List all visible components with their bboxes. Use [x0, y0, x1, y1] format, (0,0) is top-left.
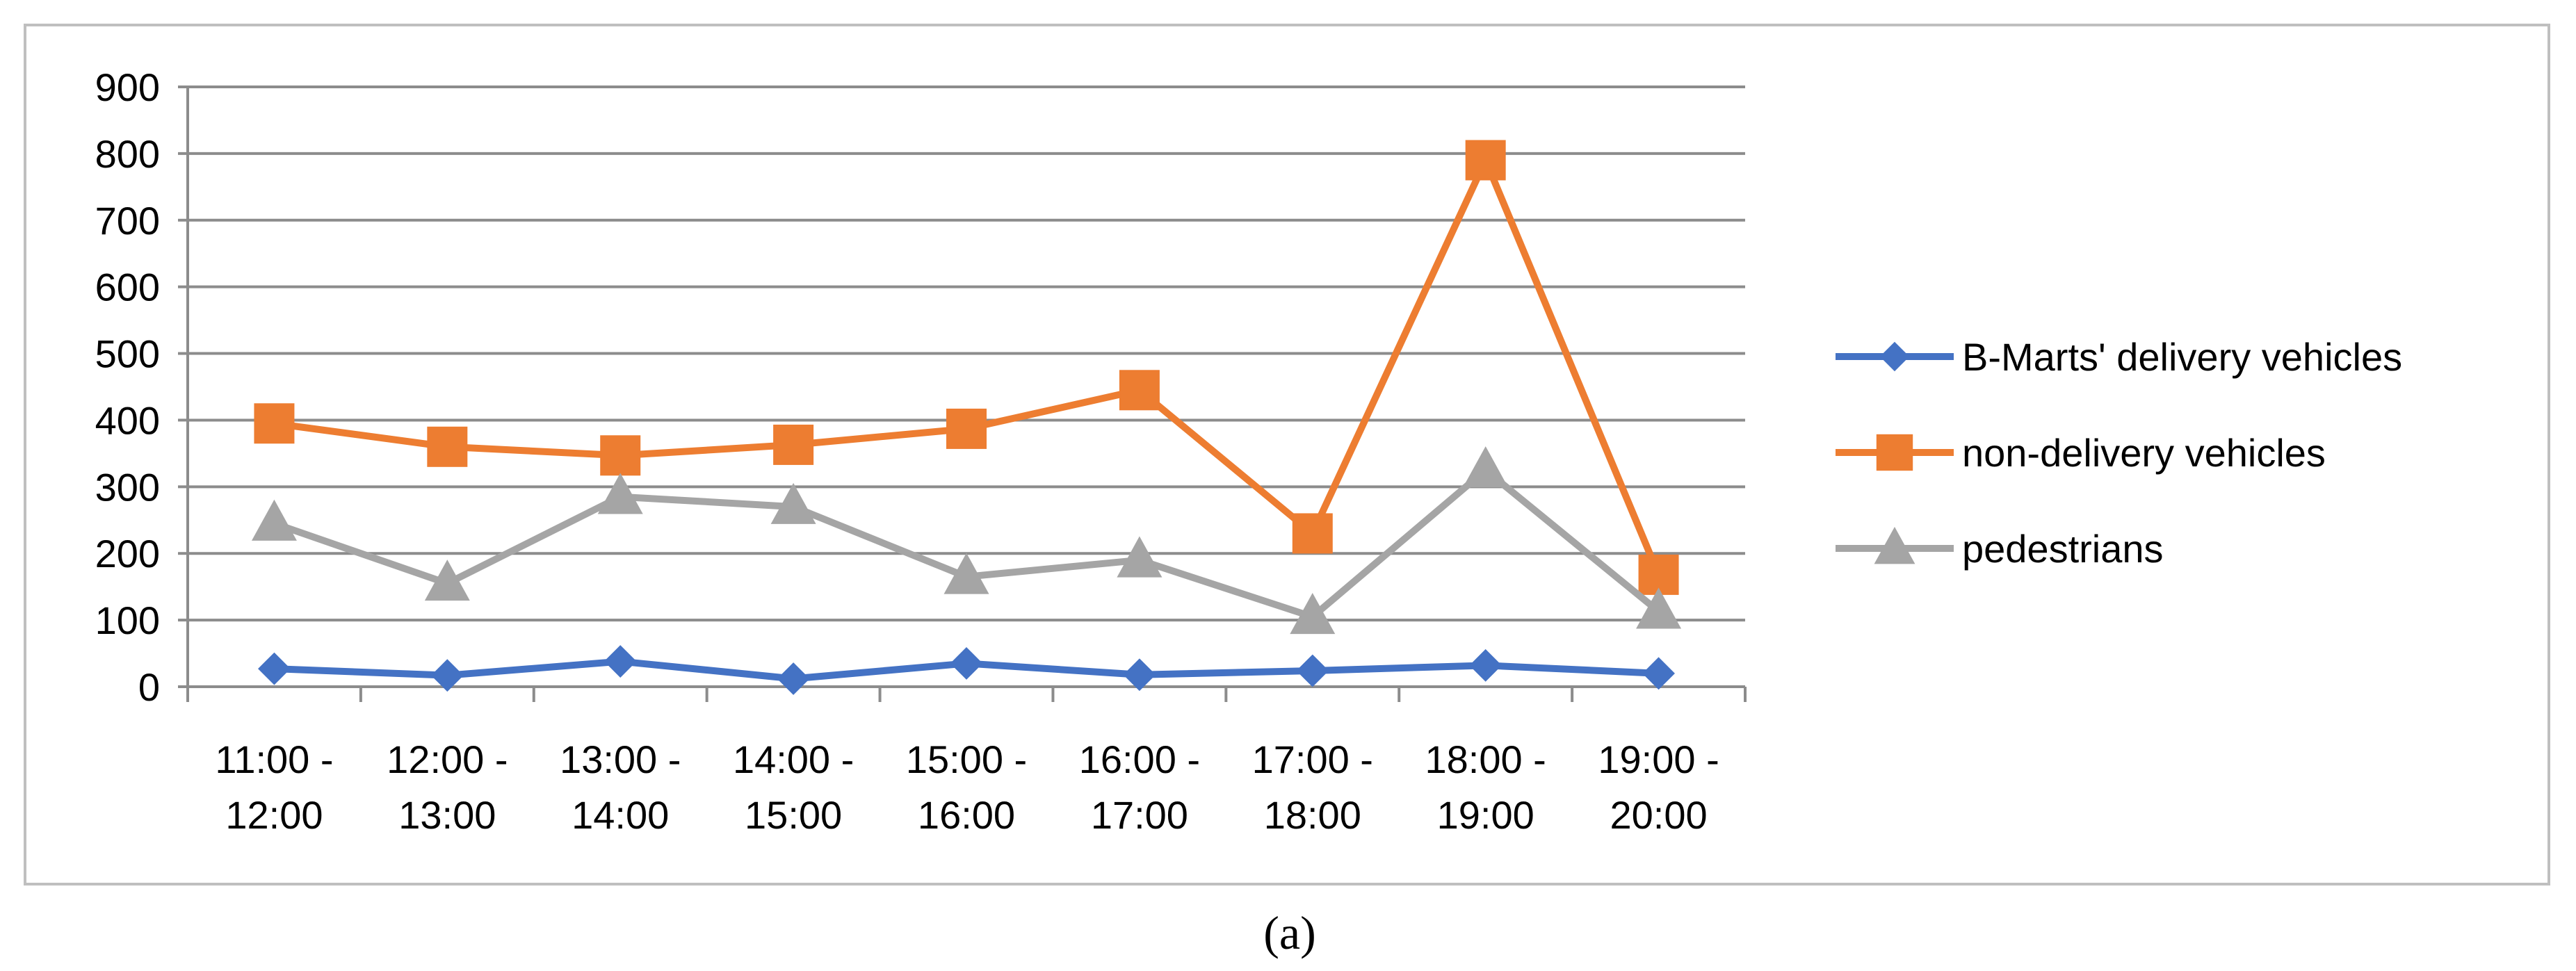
x-tick-label: 13:00: [398, 793, 496, 837]
y-tick-label: 900: [95, 65, 160, 109]
data-point-triangle: [943, 553, 989, 594]
x-tick-label: 16:00 -: [1079, 737, 1200, 781]
legend: B-Marts' delivery vehicles non-delivery v…: [1836, 335, 2402, 571]
data-point-square: [600, 435, 641, 476]
x-tick-label: 14:00 -: [733, 737, 854, 781]
y-tick-label: 200: [95, 532, 160, 576]
legend-item: B-Marts' delivery vehicles: [1836, 335, 2402, 379]
data-point-square: [946, 408, 987, 449]
x-tick-label: 15:00 -: [906, 737, 1027, 781]
y-tick-label: 600: [95, 266, 160, 309]
data-point-diamond: [1642, 657, 1675, 690]
x-tick-label: 18:00: [1264, 793, 1361, 837]
series-0: [258, 645, 1675, 695]
data-point-square: [1465, 140, 1506, 181]
data-point-triangle: [1290, 593, 1336, 635]
data-point-diamond: [604, 645, 637, 678]
data-point-triangle: [1636, 587, 1682, 629]
x-tick-label: 12:00: [225, 793, 323, 837]
x-tick-label: 12:00 -: [387, 737, 508, 781]
series-2: [251, 446, 1682, 635]
x-tick-label: 11:00 -: [215, 737, 333, 781]
data-point-diamond: [430, 659, 464, 692]
data-point-triangle: [424, 560, 470, 601]
data-point-square: [1119, 370, 1160, 411]
x-tick-label: 13:00 -: [560, 737, 681, 781]
data-point-triangle: [770, 482, 816, 524]
legend-label: B-Marts' delivery vehicles: [1962, 335, 2402, 379]
y-tick-label: 400: [95, 398, 160, 442]
y-tick-label: 300: [95, 465, 160, 509]
y-tick-labels: 0 100 200 300 400 500 600 700 800 900: [95, 65, 160, 709]
data-point-diamond: [1879, 341, 1910, 372]
x-tick-label: 16:00: [918, 793, 1015, 837]
x-tick-label: 19:00: [1437, 793, 1534, 837]
y-tick-label: 100: [95, 598, 160, 642]
data-point-diamond: [1296, 654, 1329, 687]
y-tick-label: 800: [95, 132, 160, 176]
data-point-square: [1876, 434, 1913, 471]
data-point-triangle: [1874, 526, 1915, 564]
data-point-triangle: [597, 473, 643, 514]
y-tick-label: 700: [95, 199, 160, 243]
x-tick-label: 18:00 -: [1425, 737, 1546, 781]
x-tick-label: 15:00: [745, 793, 842, 837]
grid: [188, 85, 1745, 622]
y-tick-label: 500: [95, 332, 160, 376]
figure-caption: (a): [1263, 906, 1315, 959]
legend-item: pedestrians: [1836, 526, 2164, 571]
legend-item: non-delivery vehicles: [1836, 431, 2326, 475]
data-point-diamond: [1123, 658, 1156, 692]
data-point-triangle: [251, 499, 297, 541]
data-point-diamond: [1469, 648, 1502, 682]
x-tick-label: 19:00 -: [1598, 737, 1719, 781]
x-tick-label: 20:00: [1610, 793, 1707, 837]
x-tick-label: 14:00: [572, 793, 669, 837]
y-tick-label: 0: [138, 665, 160, 709]
data-point-triangle: [1463, 446, 1509, 488]
data-point-diamond: [258, 652, 291, 685]
data-point-square: [773, 424, 814, 465]
data-point-square: [427, 426, 468, 467]
series: [251, 140, 1682, 695]
legend-label: non-delivery vehicles: [1962, 431, 2326, 475]
data-point-diamond: [777, 662, 810, 695]
data-point-triangle: [1117, 536, 1163, 578]
series-1: [254, 140, 1679, 595]
x-tick-labels: 11:00 - 12:00 12:00 - 13:00 13:00 - 14:00 14:0…: [215, 737, 1719, 837]
data-point-square: [1292, 513, 1333, 554]
legend-label: pedestrians: [1962, 527, 2164, 571]
x-tick-label: 17:00 -: [1252, 737, 1373, 781]
data-point-diamond: [950, 647, 983, 680]
x-tick-label: 17:00: [1091, 793, 1188, 837]
data-point-square: [254, 403, 295, 444]
